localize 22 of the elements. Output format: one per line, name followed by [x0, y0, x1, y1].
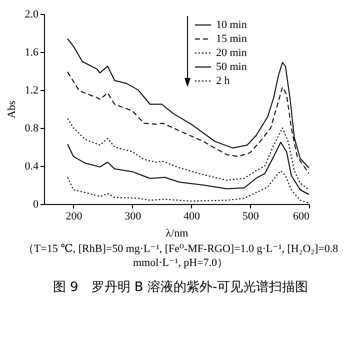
legend-label: 50 min: [216, 61, 248, 73]
legend-label: 15 min: [216, 33, 248, 45]
text: （T=15 ℃, [RhB]=50 mg·L⁻¹, [Fe⁰-MF-RGO]=1.0 g·L⁻¹, [H₂O₂]=0.8 mmol·L⁻¹, pH=7.0）: [22, 242, 340, 270]
y-tick-label: 0: [33, 198, 39, 210]
line-series: [67, 142, 309, 195]
y-tick-label: 0.4: [24, 160, 39, 172]
x-tick-label: 300: [124, 210, 142, 222]
text: 图 9 罗丹明 B 溶液的紫外-可见光谱扫描图: [52, 279, 310, 296]
y-tick-label: 2.0: [24, 8, 39, 20]
legend-label: 2 h: [216, 75, 230, 87]
x-tick-label: 200: [66, 210, 83, 222]
y-axis-title: Abs: [6, 100, 18, 118]
x-tick-label: 500: [242, 210, 260, 222]
legend-label: 10 min: [216, 19, 248, 31]
x-tick-label: 600: [293, 210, 310, 222]
x-axis-title: λ/nm: [166, 228, 189, 240]
y-tick-label: 1.2: [24, 84, 38, 96]
x-tick-label: 400: [183, 210, 200, 222]
legend-label: 20 min: [216, 47, 248, 59]
line-series: [67, 118, 309, 190]
y-tick-label: 0.8: [24, 122, 39, 134]
y-tick-label: 1.6: [24, 46, 39, 58]
